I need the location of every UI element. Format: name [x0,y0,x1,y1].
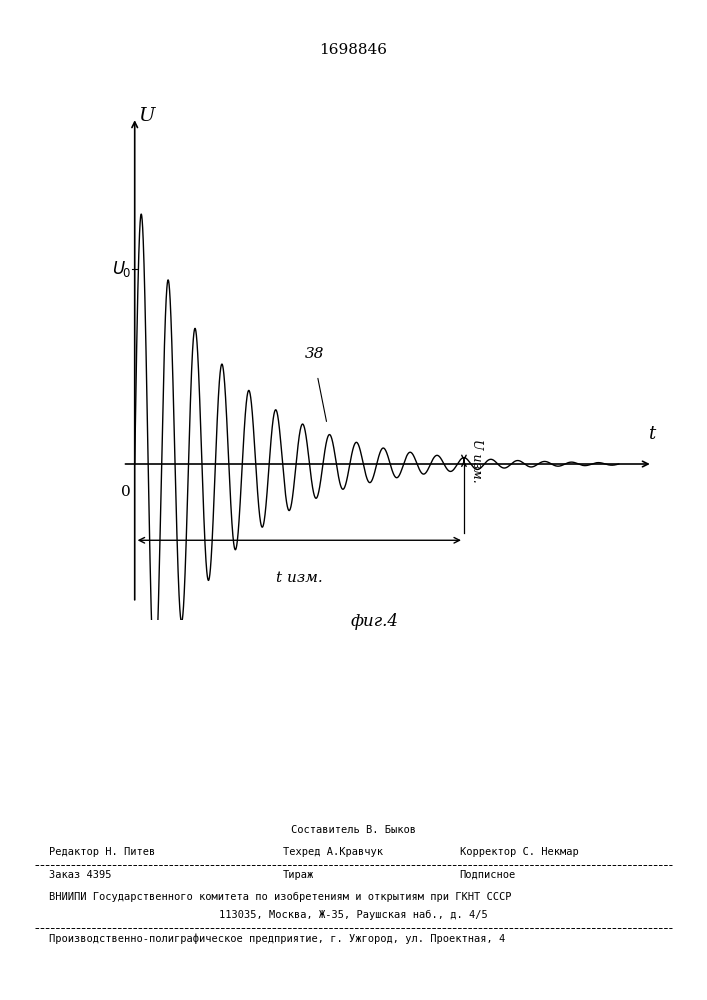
Text: Составитель В. Быков: Составитель В. Быков [291,825,416,835]
Text: Редактор Н. Питев: Редактор Н. Питев [49,847,156,857]
Text: $U_{\!0}$: $U_{\!0}$ [112,259,131,279]
Text: 113035, Москва, Ж-35, Раушская наб., д. 4/5: 113035, Москва, Ж-35, Раушская наб., д. … [219,910,488,920]
Text: Корректор С. Некмар: Корректор С. Некмар [460,847,578,857]
Text: 0: 0 [121,485,131,499]
Text: Подписное: Подписное [460,870,516,880]
Text: Заказ 4395: Заказ 4395 [49,870,112,880]
Text: Тираж: Тираж [283,870,314,880]
Text: 38: 38 [305,347,325,361]
Text: U: U [139,107,155,125]
Text: фиг.4: фиг.4 [351,613,398,630]
Text: Производственно-полиграфическое предприятие, г. Ужгород, ул. Проектная, 4: Производственно-полиграфическое предприя… [49,933,506,944]
Text: t изм.: t изм. [276,571,322,585]
Text: Техред А.Кравчук: Техред А.Кравчук [283,847,382,857]
Text: ВНИИПИ Государственного комитета по изобретениям и открытиям при ГКНТ СССР: ВНИИПИ Государственного комитета по изоб… [49,892,512,902]
Text: t: t [648,425,655,443]
Text: 1698846: 1698846 [320,43,387,57]
Text: U изм.: U изм. [469,439,483,483]
